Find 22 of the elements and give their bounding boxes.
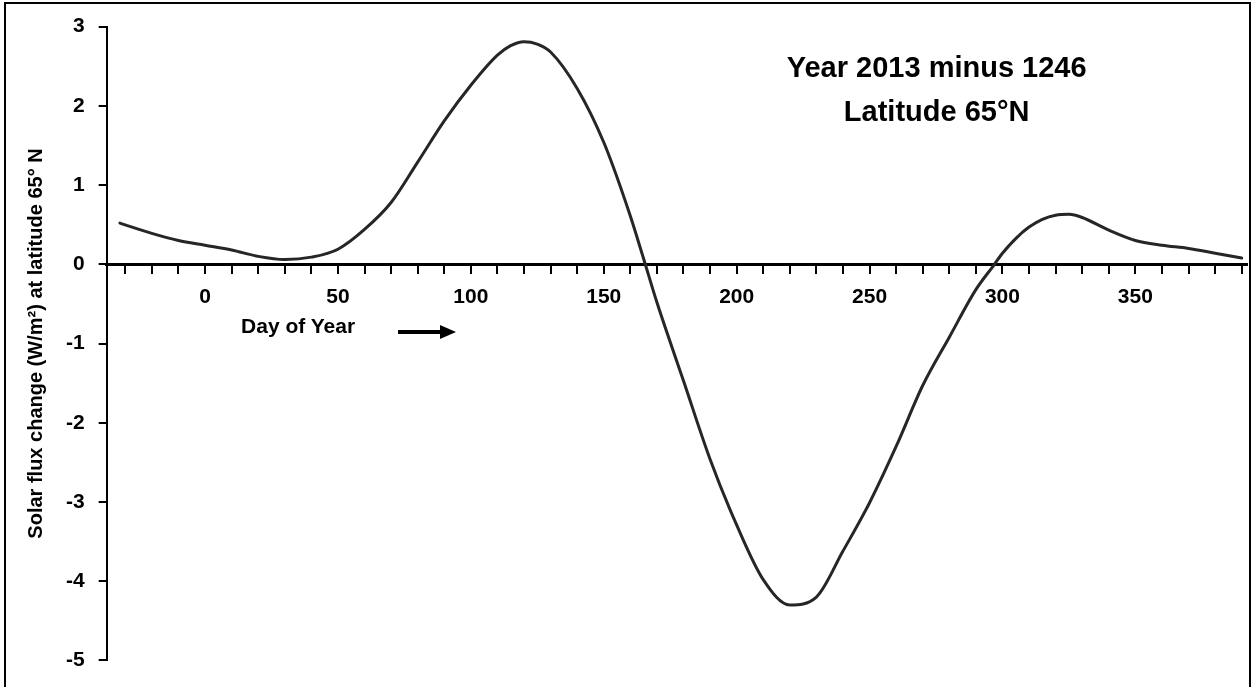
y-tick-label: 0: [72, 251, 85, 275]
y-tick-label: -4: [65, 567, 85, 591]
y-tick-label: 1: [72, 171, 85, 195]
y-tick-label: -3: [65, 488, 85, 512]
x-tick-label: 50: [326, 283, 350, 307]
y-tick-label: 2: [72, 92, 85, 116]
x-tick-label: 0: [199, 283, 211, 307]
x-tick-label: 300: [984, 283, 1020, 307]
x-tick-label: 100: [453, 283, 489, 307]
y-axis-title: Solar flux change (W/m²) at latitude 65° N: [23, 148, 46, 539]
x-tick-label: 250: [852, 283, 888, 307]
annotation: Year 2013 minus 1246: [786, 50, 1087, 83]
x-tick-label: 200: [719, 283, 755, 307]
y-tick-label: 3: [72, 13, 85, 37]
x-tick-label: 350: [1117, 283, 1153, 307]
line-series: [118, 40, 1244, 607]
annotation: Latitude 65°N: [843, 94, 1030, 127]
x-tick-label: 150: [586, 283, 622, 307]
y-tick-label: -2: [65, 409, 85, 433]
x-axis-title: Day of Year: [241, 314, 356, 338]
y-tick-label: -5: [65, 647, 85, 671]
y-tick-label: -1: [65, 330, 85, 354]
